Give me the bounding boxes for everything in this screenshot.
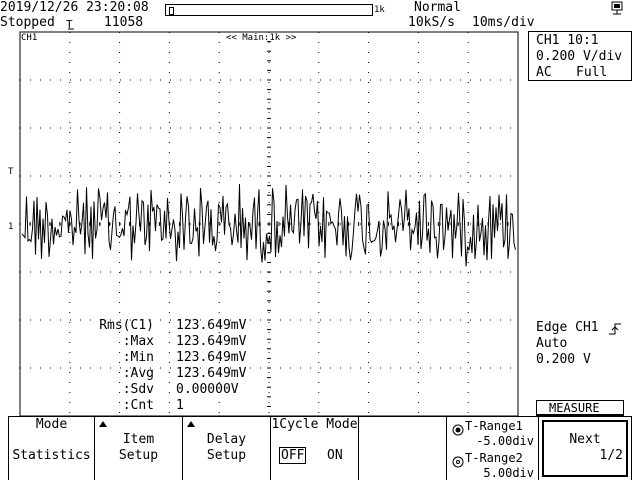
measurement-label: Rms(C1) bbox=[99, 318, 154, 333]
softkey-delay-setup[interactable]: Delay Setup bbox=[182, 416, 270, 480]
softkey-item-setup[interactable]: Item Setup bbox=[94, 416, 182, 480]
submenu-arrow-icon bbox=[99, 421, 107, 427]
waveform-trace bbox=[21, 183, 516, 267]
measurement-value: 123.649mV bbox=[176, 318, 247, 333]
measurement-value: 123.649mV bbox=[176, 350, 247, 365]
channel-probe: CH1 10:1 bbox=[536, 33, 599, 48]
measurement-value: 123.649mV bbox=[176, 366, 247, 381]
jog-dial-icon bbox=[452, 453, 464, 468]
record-position-bar[interactable] bbox=[165, 4, 373, 16]
channel-coupling: AC bbox=[536, 65, 552, 80]
softkey-t-range[interactable]: T-Range1 -5.00div T-Range2 5.00div bbox=[446, 416, 538, 480]
graticule bbox=[19, 31, 519, 417]
measurement-label: :Avg bbox=[122, 366, 154, 381]
zoom-label: << Main:1k >> bbox=[226, 33, 297, 43]
record-count: 11058 bbox=[104, 15, 144, 30]
measurement-row: :Min 123.649mV bbox=[80, 350, 280, 366]
softkey-next[interactable]: Next 1/2 bbox=[538, 416, 632, 480]
t-range2-value: 5.00div bbox=[483, 466, 534, 480]
measurement-row: Rms(C1) 123.649mV bbox=[80, 318, 280, 334]
measurement-value: 123.649mV bbox=[176, 334, 247, 349]
trigger-mode-value: Auto bbox=[536, 336, 568, 351]
measurement-row: :Avg 123.649mV bbox=[80, 366, 280, 382]
option-off[interactable]: OFF bbox=[279, 447, 307, 464]
t-range1-value: -5.00div bbox=[476, 434, 534, 448]
trigger-level-marker[interactable]: T bbox=[8, 167, 14, 177]
waveform-display[interactable] bbox=[0, 30, 530, 420]
trigger-level-value: 0.200 V bbox=[536, 352, 591, 367]
timebase: 10ms/div bbox=[472, 15, 535, 30]
sample-rate: 10kS/s bbox=[408, 15, 455, 30]
measurement-label: :Max bbox=[122, 334, 154, 349]
channel-info-panel[interactable]: CH1 10:1 0.200 V/div AC Full bbox=[528, 31, 632, 81]
t-range2-label: T-Range2 bbox=[465, 451, 523, 465]
channel-label: CH1 bbox=[21, 33, 38, 43]
trigger-type: Edge CH1 bbox=[536, 320, 599, 335]
measurement-label: :Sdv bbox=[122, 382, 154, 397]
record-position-marker bbox=[169, 7, 174, 15]
battery-icon bbox=[611, 0, 623, 15]
page-indicator: 1/2 bbox=[599, 448, 623, 463]
ground-level-marker[interactable]: 1 bbox=[8, 222, 14, 232]
svg-text:T: T bbox=[66, 18, 73, 31]
option-on[interactable]: ON bbox=[327, 448, 343, 463]
measurement-row: :Max 123.649mV bbox=[80, 334, 280, 350]
channel-scale: 0.200 V/div bbox=[536, 49, 623, 64]
measurement-row: :Sdv 0.00000V bbox=[80, 382, 280, 398]
trigger-mode: Normal bbox=[414, 0, 461, 15]
t-range1-label: T-Range1 bbox=[465, 419, 523, 433]
measurement-label: :Min bbox=[122, 350, 154, 365]
measurement-label: :Cnt bbox=[122, 398, 154, 413]
measurement-value: 0.00000V bbox=[176, 382, 239, 397]
softkey-empty[interactable] bbox=[358, 416, 446, 480]
rising-edge-trigger-icon bbox=[608, 321, 622, 335]
softkey-1cycle-mode[interactable]: 1Cycle Mode OFF ON bbox=[270, 416, 358, 480]
measurement-value: 1 bbox=[176, 398, 184, 413]
menu-title: MEASURE bbox=[536, 400, 624, 416]
jog-dial-icon bbox=[452, 421, 464, 436]
datetime: 2019/12/26 23:20:08 bbox=[0, 0, 149, 15]
falling-edge-trigger-icon: T bbox=[66, 16, 76, 31]
acquisition-state: Stopped bbox=[0, 15, 55, 30]
channel-bandwidth: Full bbox=[576, 65, 608, 80]
record-length-label: 1k bbox=[374, 5, 385, 15]
softkey-mode[interactable]: Mode Statistics bbox=[8, 416, 94, 480]
measurement-row: :Cnt 1 bbox=[80, 398, 280, 414]
submenu-arrow-icon bbox=[187, 421, 195, 427]
